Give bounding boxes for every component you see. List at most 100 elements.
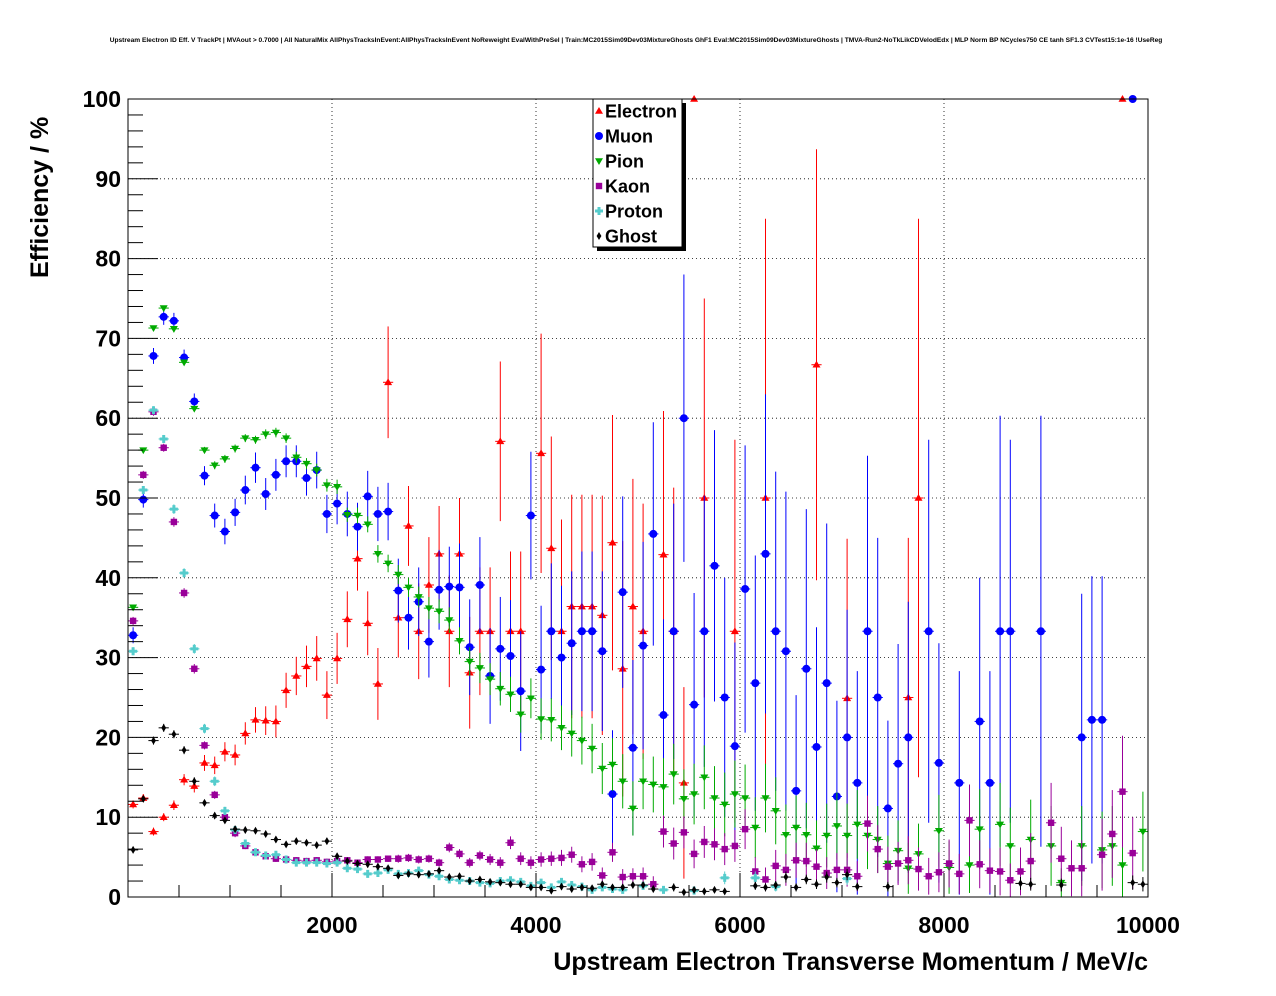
data-point [353, 512, 362, 520]
data-point [843, 733, 852, 742]
data-point [609, 849, 616, 856]
data-point [853, 778, 862, 787]
data-point [538, 883, 544, 892]
data-point [639, 778, 648, 786]
data-point [181, 746, 187, 755]
data-point [455, 583, 464, 592]
data-point [680, 829, 688, 836]
data-point [261, 490, 270, 499]
data-point [834, 878, 840, 887]
data-point [322, 859, 331, 868]
data-point [406, 869, 411, 878]
data-point [151, 736, 156, 745]
y-tick-label: 20 [95, 724, 121, 750]
data-point [271, 429, 280, 437]
data-point [628, 602, 637, 610]
data-point [864, 820, 871, 827]
data-point [200, 724, 209, 733]
data-point [945, 860, 953, 867]
data-point [456, 850, 463, 858]
data-point [516, 711, 525, 719]
data-point [782, 866, 790, 874]
data-point [1118, 95, 1127, 102]
data-point [537, 449, 546, 457]
data-point [475, 580, 484, 589]
data-point [986, 867, 994, 874]
legend-box [592, 98, 683, 248]
data-point [129, 631, 138, 640]
data-point [772, 862, 779, 870]
data-point [527, 859, 535, 866]
data-point [854, 882, 860, 891]
data-point [690, 700, 699, 709]
data-point [384, 560, 393, 568]
data-point [161, 723, 167, 732]
data-point [884, 863, 892, 870]
data-point [263, 829, 269, 838]
data-point [1118, 862, 1127, 870]
data-point [1109, 830, 1116, 838]
data-point [730, 742, 739, 751]
data-point [710, 561, 719, 570]
data-point [1098, 851, 1106, 858]
data-point [599, 872, 606, 879]
data-point [720, 801, 729, 809]
data-point [802, 831, 811, 839]
data-point [425, 855, 433, 862]
data-point [935, 869, 943, 876]
data-point [567, 730, 576, 738]
data-point [466, 859, 473, 866]
data-point [302, 662, 311, 670]
data-point [404, 613, 413, 622]
data-point [894, 759, 903, 768]
data-point [282, 855, 291, 864]
data-point [200, 471, 209, 480]
x-tick-label: 6000 [714, 912, 765, 938]
data-point [373, 869, 382, 878]
y-tick-label: 10 [95, 804, 121, 830]
data-point [894, 860, 902, 867]
data-point [445, 582, 454, 591]
data-point [934, 758, 943, 767]
data-point [384, 507, 393, 516]
data-point [1007, 877, 1014, 884]
data-point [465, 658, 474, 666]
data-point [751, 679, 760, 688]
data-point [832, 823, 841, 830]
data-point [883, 804, 892, 813]
data-point [395, 871, 401, 880]
data-point [588, 627, 597, 636]
data-point [620, 883, 626, 892]
data-point [659, 711, 668, 720]
data-point [559, 882, 564, 891]
data-point [394, 586, 403, 595]
data-point [588, 745, 597, 753]
data-point [711, 841, 718, 848]
data-point [934, 827, 943, 835]
data-point [630, 881, 636, 890]
data-point [476, 852, 484, 859]
data-point [282, 435, 291, 443]
data-point [976, 861, 983, 868]
data-point [385, 864, 391, 873]
data-point [721, 845, 728, 853]
data-point [681, 888, 687, 897]
data-point [202, 798, 207, 807]
data-point [751, 873, 760, 882]
data-point [996, 821, 1005, 829]
data-point [1138, 828, 1147, 836]
data-point [241, 729, 250, 737]
data-point [261, 431, 270, 439]
data-point [914, 494, 923, 501]
data-point [526, 695, 535, 703]
data-point [874, 845, 881, 853]
data-point [669, 771, 678, 779]
data-point [271, 850, 280, 859]
data-point [618, 588, 627, 597]
data-point [200, 447, 209, 455]
legend-label-ghost: Ghost [605, 227, 657, 247]
data-point [424, 637, 433, 646]
legend-marker-ghost [596, 232, 602, 240]
data-point [180, 589, 188, 597]
data-point [201, 742, 208, 749]
